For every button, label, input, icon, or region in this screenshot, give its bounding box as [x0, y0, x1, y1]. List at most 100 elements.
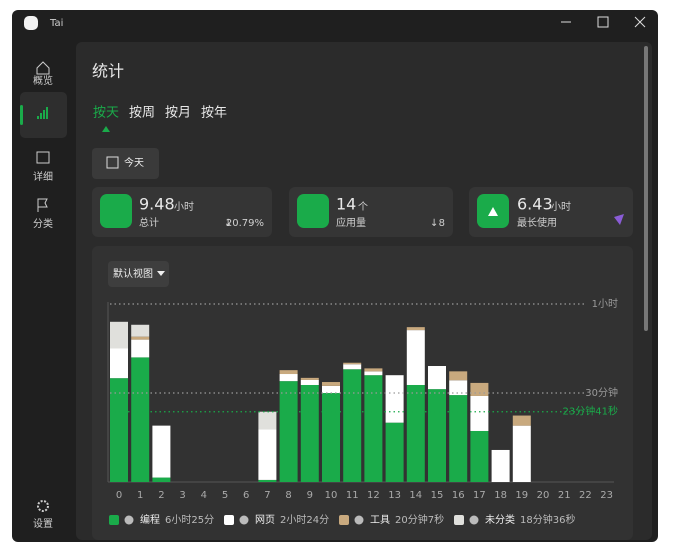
x-tick-label: 17	[473, 490, 486, 501]
bar-segment	[131, 324, 150, 337]
settings-icon[interactable]	[37, 500, 49, 512]
stat-card: 6.43 小时 最长使用	[469, 187, 633, 237]
legend-total: 6小时25分	[165, 514, 214, 526]
legend-name: 编程	[140, 513, 160, 526]
close-button[interactable]	[634, 16, 646, 28]
legend-name: 网页	[255, 514, 275, 526]
date-button[interactable]	[92, 148, 159, 179]
bar-segment	[406, 330, 425, 385]
legend-name: 未分类	[485, 513, 515, 526]
bar-segment	[364, 371, 383, 376]
x-tick-label: 13	[388, 490, 401, 501]
bar-segment	[470, 395, 489, 431]
stat-card: 9.48 小时 总计 ↓ 20.79%	[92, 187, 272, 237]
bar-segment	[131, 357, 150, 482]
app-logo	[614, 214, 624, 225]
nav-overview[interactable]: 概览	[33, 74, 53, 87]
bar-segment	[131, 339, 150, 358]
card-value: 6.43	[517, 195, 553, 214]
x-tick-label: 15	[431, 490, 444, 501]
bar-segment	[491, 449, 510, 482]
legend-app-icon	[354, 515, 364, 525]
legend-total: 2小时24分	[280, 514, 329, 526]
bar-segment	[131, 336, 150, 340]
card-change-arrow: ↓	[430, 218, 438, 229]
reference-label: 23分钟41秒	[563, 405, 618, 418]
bar-segment	[322, 393, 340, 482]
statistics-icon[interactable]	[37, 107, 48, 119]
card-label: 最长使用	[517, 216, 557, 229]
x-tick-label: 8	[285, 490, 291, 501]
legend-total: 20分钟7秒	[395, 513, 444, 526]
x-tick-label: 12	[367, 490, 380, 501]
x-tick-label: 7	[264, 490, 270, 501]
card-change: 20.79%	[226, 218, 264, 229]
bar-segment	[406, 384, 425, 482]
view-dropdown-label[interactable]: 默认视图	[113, 267, 153, 280]
bar-segment	[470, 430, 489, 482]
details-icon[interactable]	[36, 151, 50, 164]
stat-card: 14 个 应用量 ↓ 8	[289, 187, 453, 237]
bar-segment	[110, 321, 128, 349]
tab[interactable]: 按年	[201, 106, 227, 121]
card-unit: 小时	[551, 201, 571, 213]
bar-segment	[258, 429, 277, 480]
card-bg	[92, 187, 272, 237]
card-change-arrow: ↓	[224, 218, 232, 229]
window-title: Tai	[49, 18, 63, 29]
x-tick-label: 3	[179, 490, 185, 501]
date-button-label[interactable]: 今天	[124, 156, 144, 169]
nav-categories[interactable]: 分类	[33, 217, 53, 230]
card-value: 14	[336, 195, 356, 214]
nav-settings[interactable]: 设置	[33, 518, 53, 530]
card-bg	[469, 187, 633, 237]
x-tick-label: 21	[558, 490, 571, 501]
bar-segment	[343, 369, 362, 482]
scrollbar[interactable]	[644, 46, 648, 331]
x-tick-label: 5	[222, 490, 228, 501]
x-tick-label: 18	[494, 490, 507, 501]
x-tick-label: 2	[158, 490, 164, 501]
x-tick-label: 1	[137, 490, 143, 501]
bar-segment	[449, 380, 468, 396]
bar-segment	[110, 348, 128, 379]
x-tick-label: 19	[515, 490, 528, 501]
bar-segment	[322, 385, 340, 393]
tab[interactable]: 按月	[165, 106, 191, 121]
tab-active[interactable]: 按天	[93, 106, 119, 121]
bar-segment	[258, 479, 277, 482]
nav-details[interactable]: 详细	[33, 170, 53, 183]
tab[interactable]: 按周	[129, 106, 155, 121]
bar-segment	[385, 375, 404, 423]
bar-segment	[300, 377, 319, 380]
bar-segment	[279, 381, 298, 482]
legend-swatch	[109, 515, 119, 525]
card-label: 应用量	[336, 216, 366, 229]
x-tick-label: 4	[201, 490, 207, 501]
categories-icon[interactable]	[37, 198, 48, 212]
bar-segment	[152, 425, 171, 478]
bar-segment	[300, 379, 319, 385]
app-icon	[24, 16, 38, 30]
view-dropdown[interactable]	[108, 261, 169, 287]
bar-segment	[300, 384, 319, 482]
bar-segment	[512, 425, 531, 482]
dropdown-arrow	[157, 271, 165, 276]
bar-segment	[343, 364, 362, 370]
maximize-button[interactable]	[597, 16, 609, 28]
legend-app-icon	[124, 515, 134, 525]
x-tick-label: 9	[307, 490, 313, 501]
bar-segment	[258, 411, 277, 430]
legend-app-icon	[239, 515, 249, 525]
card-value: 9.48	[139, 195, 175, 214]
legend-total: 18分钟36秒	[520, 513, 575, 526]
overview-icon[interactable]	[36, 61, 50, 75]
active-indicator	[20, 105, 23, 125]
x-tick-label: 6	[243, 490, 249, 501]
bar-segment	[428, 366, 446, 390]
bar-segment	[279, 370, 298, 375]
x-tick-label: 11	[346, 490, 359, 501]
bar-segment	[279, 374, 298, 382]
x-tick-label: 0	[116, 490, 122, 501]
